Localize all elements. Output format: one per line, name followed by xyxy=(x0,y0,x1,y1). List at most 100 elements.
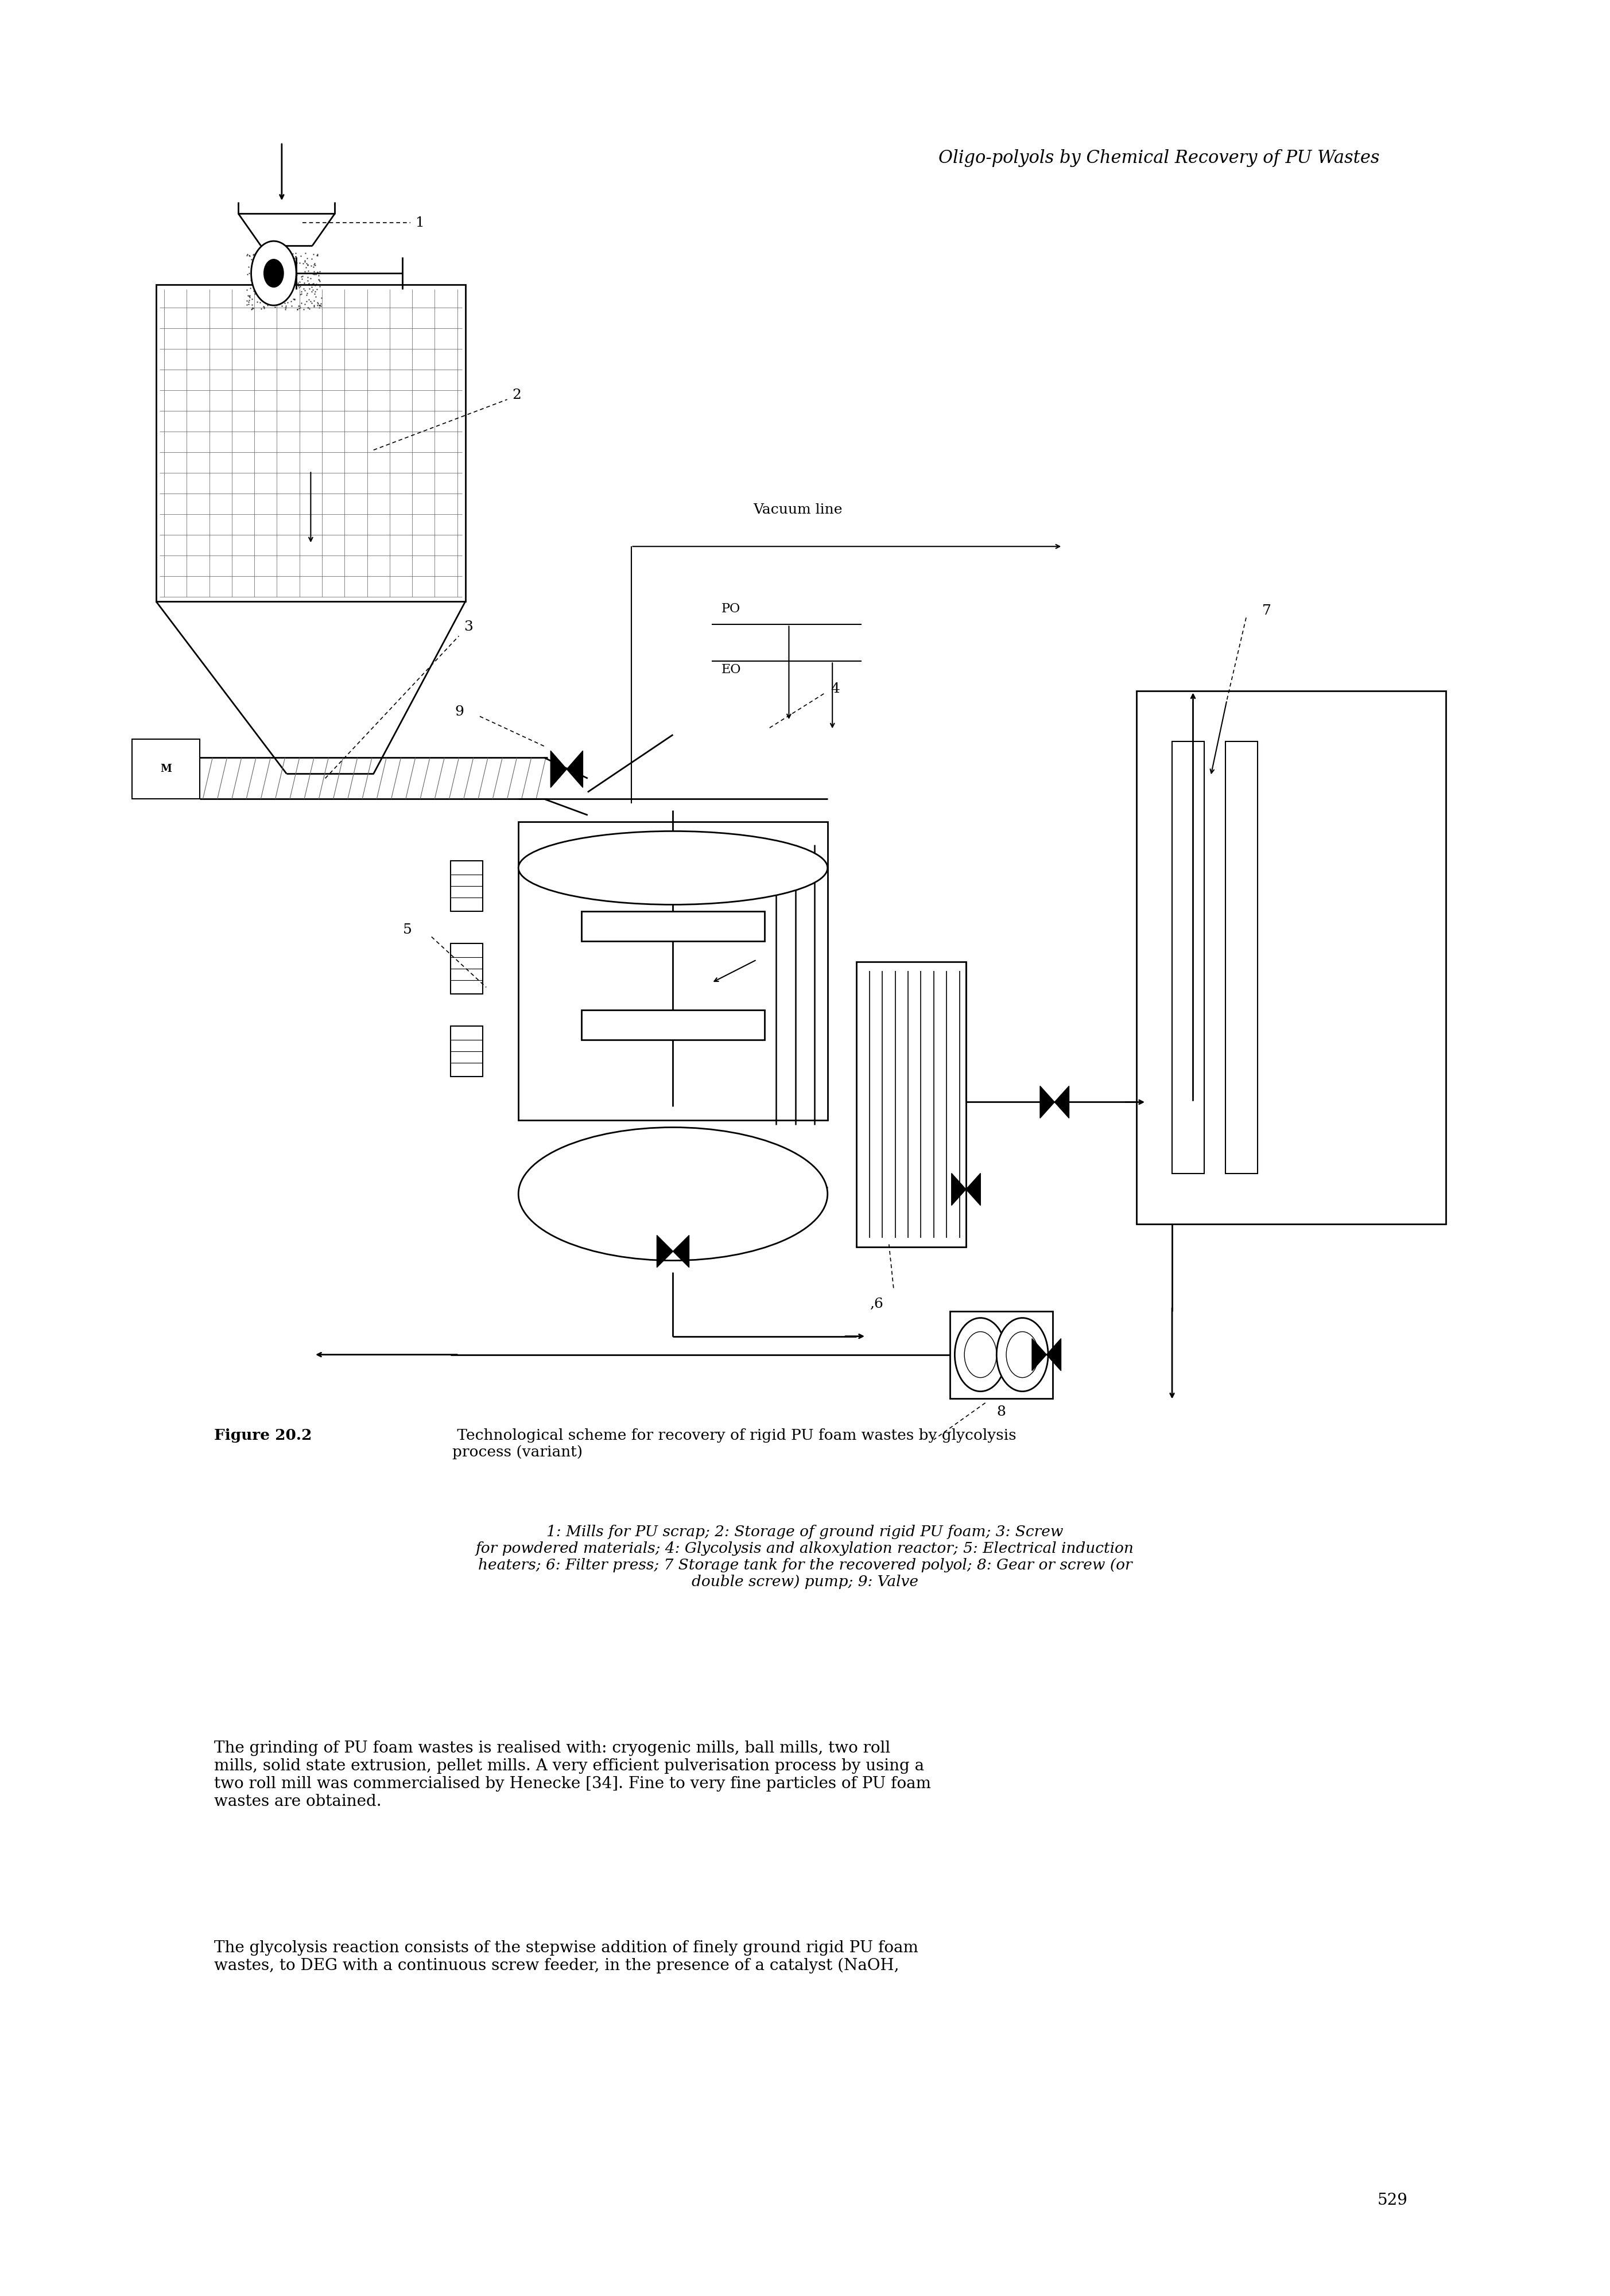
Point xyxy=(280,234,306,271)
Point xyxy=(240,266,266,303)
Point xyxy=(287,276,312,312)
Point xyxy=(272,243,298,280)
Bar xyxy=(451,944,483,994)
Text: Vacuum line: Vacuum line xyxy=(753,503,842,517)
Point xyxy=(253,269,279,305)
Point xyxy=(258,271,283,308)
Point xyxy=(248,243,274,280)
Point xyxy=(246,250,272,287)
Point xyxy=(306,262,332,298)
Point xyxy=(251,259,277,296)
Point xyxy=(282,266,308,303)
Point xyxy=(254,255,280,292)
Point xyxy=(299,255,325,292)
Text: EO: EO xyxy=(721,664,741,675)
Point xyxy=(258,276,283,312)
Bar xyxy=(581,912,765,941)
Point xyxy=(243,234,269,271)
Point xyxy=(267,287,293,324)
Point xyxy=(248,248,274,285)
Point xyxy=(295,253,320,289)
Text: 1: Mills for PU scrap; 2: Storage of ground rigid PU foam; 3: Screw
for powdered: 1: Mills for PU scrap; 2: Storage of gro… xyxy=(477,1525,1133,1589)
Point xyxy=(261,250,287,287)
Bar xyxy=(1137,691,1446,1224)
Point xyxy=(245,266,270,303)
Point xyxy=(301,246,327,282)
Point xyxy=(279,269,304,305)
Point xyxy=(251,289,277,326)
Point xyxy=(291,271,317,308)
Polygon shape xyxy=(657,1235,673,1267)
Point xyxy=(291,271,317,308)
Polygon shape xyxy=(966,1173,980,1205)
Point xyxy=(295,262,320,298)
Point xyxy=(262,269,288,305)
Point xyxy=(259,285,285,321)
Point xyxy=(251,241,277,278)
Point xyxy=(235,236,261,273)
Point xyxy=(256,273,282,310)
Point xyxy=(233,236,259,273)
Point xyxy=(295,266,320,303)
Circle shape xyxy=(997,1318,1048,1391)
Point xyxy=(306,257,332,294)
Point xyxy=(240,287,266,324)
Point xyxy=(253,243,279,280)
Text: The glycolysis reaction consists of the stepwise addition of finely ground rigid: The glycolysis reaction consists of the … xyxy=(214,1940,918,1975)
Point xyxy=(283,239,309,276)
Polygon shape xyxy=(1032,1339,1047,1371)
Point xyxy=(301,253,327,289)
Point xyxy=(295,276,320,312)
Bar xyxy=(132,739,200,799)
Point xyxy=(251,264,277,301)
Point xyxy=(238,262,264,298)
Point xyxy=(288,276,314,312)
Point xyxy=(272,241,298,278)
Point xyxy=(291,264,317,301)
Point xyxy=(295,282,320,319)
Point xyxy=(248,241,274,278)
Point xyxy=(293,246,319,282)
Point xyxy=(258,259,283,296)
Point xyxy=(291,243,317,280)
Point xyxy=(270,239,296,276)
Point xyxy=(237,278,262,315)
Point xyxy=(277,234,303,271)
Polygon shape xyxy=(567,751,583,788)
Point xyxy=(287,243,312,280)
Point xyxy=(262,276,288,312)
Point xyxy=(283,257,309,294)
Point xyxy=(304,285,330,321)
Point xyxy=(303,266,328,303)
Text: 5: 5 xyxy=(402,923,412,937)
Point xyxy=(254,236,280,273)
Point xyxy=(282,239,308,276)
Point xyxy=(270,271,296,308)
Point xyxy=(301,282,327,319)
Text: Oligo-polyols by Chemical Recovery of PU Wastes: Oligo-polyols by Chemical Recovery of PU… xyxy=(939,149,1380,168)
Point xyxy=(301,246,327,282)
Point xyxy=(288,273,314,310)
Point xyxy=(242,253,267,289)
Point xyxy=(274,282,299,319)
Bar xyxy=(857,962,966,1247)
Point xyxy=(240,280,266,317)
Point xyxy=(304,287,330,324)
Point xyxy=(296,289,322,326)
Point xyxy=(285,292,311,328)
Point xyxy=(272,287,298,324)
Point xyxy=(253,257,279,294)
Point xyxy=(246,234,272,271)
Point xyxy=(237,255,262,292)
Polygon shape xyxy=(673,1235,689,1267)
Text: 529: 529 xyxy=(1378,2193,1407,2209)
Point xyxy=(237,278,262,315)
Point xyxy=(295,289,320,326)
Point xyxy=(274,243,299,280)
Point xyxy=(251,264,277,301)
Text: 9: 9 xyxy=(454,705,464,719)
Text: 2: 2 xyxy=(512,388,522,402)
Point xyxy=(243,262,269,298)
Point xyxy=(237,236,262,273)
Point xyxy=(283,234,309,271)
